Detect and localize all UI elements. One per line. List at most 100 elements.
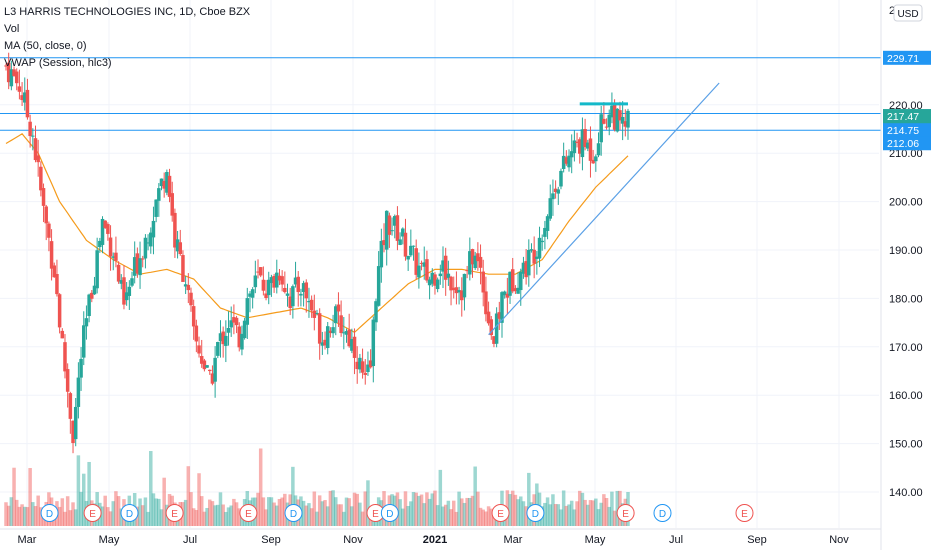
volume-bar	[476, 491, 480, 526]
volume-bar	[154, 498, 158, 526]
indicator-vwap[interactable]: VWAP (Session, hlc3)	[4, 57, 112, 69]
candle-body	[486, 311, 491, 324]
candle-body	[199, 356, 204, 364]
volume-bar	[108, 511, 113, 526]
candle-body	[393, 216, 397, 226]
candle-body	[138, 258, 142, 276]
candle-body	[167, 175, 172, 197]
volume-bar	[146, 511, 150, 526]
candle-body	[371, 319, 376, 367]
earnings-marker[interactable]: E	[366, 504, 385, 522]
candle-body	[586, 142, 590, 149]
chart-grid	[0, 0, 879, 528]
candle-body	[33, 138, 38, 161]
volume-bar	[411, 491, 416, 526]
volume-bar	[266, 497, 271, 526]
candle-body	[229, 320, 233, 328]
price-tick-label: 210.00	[889, 148, 923, 160]
currency-button[interactable]: USD	[893, 4, 923, 22]
volume-bar	[140, 505, 145, 526]
dividend-marker[interactable]: D	[120, 504, 139, 522]
earnings-marker[interactable]: E	[491, 504, 510, 522]
earnings-marker[interactable]: E	[239, 504, 258, 522]
candle-body	[293, 277, 298, 285]
dividend-marker[interactable]: D	[284, 504, 303, 522]
candle-body	[623, 121, 628, 127]
indicator-ma[interactable]: MA (50, close, 0)	[4, 40, 87, 52]
candle-body	[395, 215, 400, 241]
candle-body	[323, 339, 327, 346]
volume-bar	[216, 504, 220, 526]
candle-body	[269, 277, 274, 284]
volume-bar	[596, 509, 601, 526]
candle-body	[12, 69, 16, 76]
candle-body	[591, 159, 595, 164]
candle-body	[360, 361, 365, 373]
volume-bar	[159, 509, 164, 526]
dividend-marker[interactable]: D	[526, 504, 545, 522]
drawing-tools[interactable]	[488, 82, 720, 336]
volume-bar	[14, 499, 19, 526]
price-tick-label: 140.00	[889, 487, 923, 499]
volume-bar	[116, 496, 121, 526]
volume-bar	[519, 496, 523, 526]
dividend-marker[interactable]: D	[653, 504, 672, 522]
candle-body	[52, 265, 57, 278]
candle-body	[390, 230, 394, 232]
volume-bar	[277, 498, 282, 526]
volume-bar	[610, 491, 614, 526]
earnings-marker[interactable]: E	[165, 504, 184, 522]
volume-bar	[202, 511, 207, 526]
candle-body	[494, 313, 499, 344]
candle-body	[73, 406, 78, 440]
marker-label: E	[245, 509, 252, 520]
candle-body	[154, 199, 158, 217]
volume-bar	[484, 511, 488, 526]
volume-bar	[232, 498, 236, 526]
volume-bar	[427, 498, 432, 526]
candle-body	[248, 293, 252, 297]
marker-circle	[380, 504, 399, 522]
candle-body	[489, 319, 494, 336]
candle-body	[615, 108, 620, 132]
candle-body	[476, 253, 480, 262]
earnings-marker[interactable]: E	[735, 504, 754, 522]
candle-body	[604, 126, 609, 128]
candle-body	[90, 292, 94, 299]
dividend-marker[interactable]: D	[40, 504, 59, 522]
candle-body	[481, 271, 485, 293]
volume-bar	[224, 511, 228, 526]
volume-bar	[360, 511, 365, 526]
candle-body	[545, 216, 550, 231]
candle-body	[28, 121, 32, 137]
volume-bar	[433, 490, 437, 526]
candle-body	[358, 357, 362, 370]
candle-body	[315, 312, 319, 314]
candle-body	[583, 128, 587, 148]
earnings-marker[interactable]: E	[616, 504, 635, 522]
candle-body	[245, 298, 250, 325]
candle-body	[556, 189, 561, 194]
earnings-marker[interactable]: E	[83, 504, 102, 522]
candle-body	[116, 264, 121, 282]
volume-bar	[261, 497, 266, 526]
horizontal-lines[interactable]	[0, 57, 881, 131]
candle-body	[567, 155, 571, 168]
volume-bar	[63, 511, 67, 526]
candle-body	[92, 285, 97, 295]
candle-body	[602, 118, 606, 124]
indicator-vol[interactable]: Vol	[4, 23, 20, 35]
dividend-marker[interactable]: D	[380, 504, 399, 522]
badge-214-text: 214.75	[887, 125, 919, 137]
candle-body	[307, 300, 311, 303]
candle-body	[470, 249, 475, 265]
candle-body	[186, 284, 191, 291]
candle-body	[355, 361, 359, 370]
volume-bar	[443, 504, 448, 526]
candle-body	[181, 255, 185, 282]
candle-body	[599, 114, 603, 143]
candle-body	[347, 329, 351, 347]
